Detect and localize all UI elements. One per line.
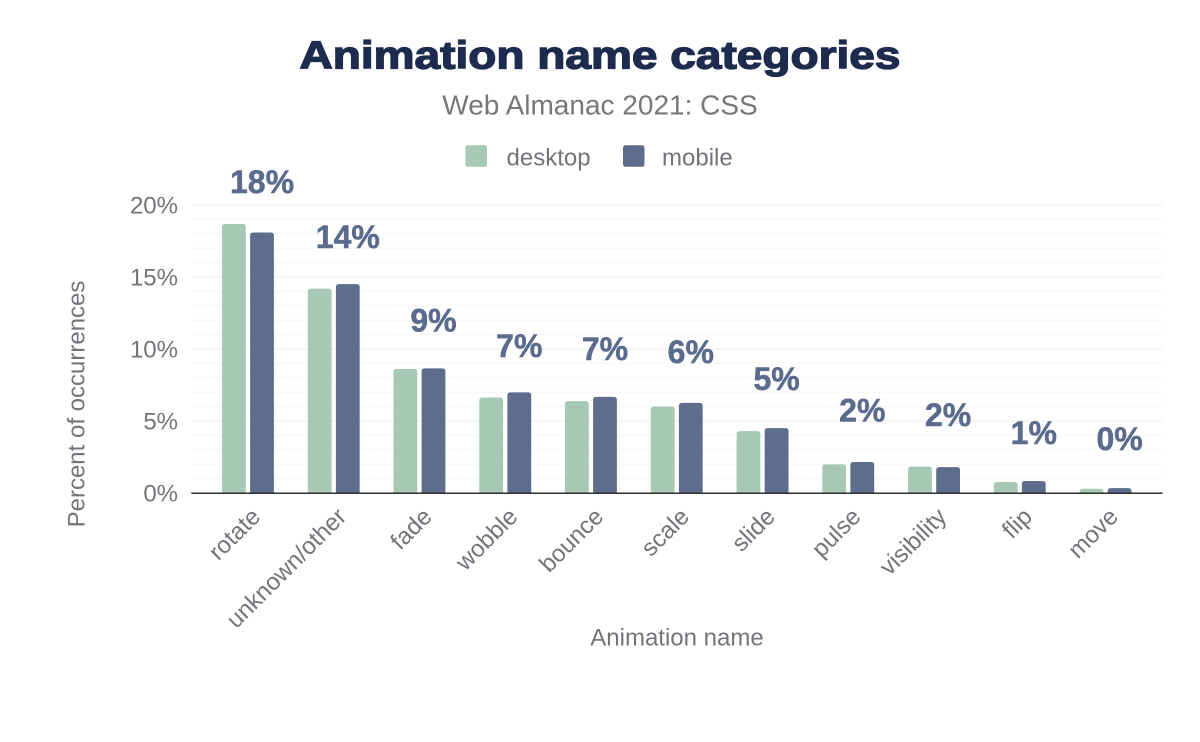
svg-text:1%: 1% bbox=[1011, 415, 1057, 451]
svg-text:desktop: desktop bbox=[507, 145, 591, 172]
svg-text:Web Almanac 2021: CSS: Web Almanac 2021: CSS bbox=[442, 90, 757, 121]
svg-text:18%: 18% bbox=[230, 164, 294, 200]
svg-text:2%: 2% bbox=[839, 393, 885, 429]
svg-text:0%: 0% bbox=[1096, 421, 1142, 457]
svg-text:10%: 10% bbox=[130, 337, 178, 364]
svg-text:2%: 2% bbox=[925, 397, 971, 433]
svg-text:Animation name categories: Animation name categories bbox=[300, 35, 901, 78]
svg-text:7%: 7% bbox=[496, 328, 542, 364]
svg-text:5%: 5% bbox=[143, 409, 178, 436]
svg-text:0%: 0% bbox=[143, 481, 178, 508]
svg-text:Animation name: Animation name bbox=[590, 625, 763, 652]
svg-text:20%: 20% bbox=[130, 193, 178, 220]
svg-text:15%: 15% bbox=[130, 265, 178, 292]
svg-text:6%: 6% bbox=[668, 334, 714, 370]
svg-text:Percent of occurrences: Percent of occurrences bbox=[64, 281, 91, 528]
svg-text:mobile: mobile bbox=[662, 145, 733, 172]
svg-text:5%: 5% bbox=[753, 361, 799, 397]
svg-text:9%: 9% bbox=[410, 303, 456, 339]
svg-text:7%: 7% bbox=[582, 331, 628, 367]
svg-text:14%: 14% bbox=[316, 219, 380, 255]
